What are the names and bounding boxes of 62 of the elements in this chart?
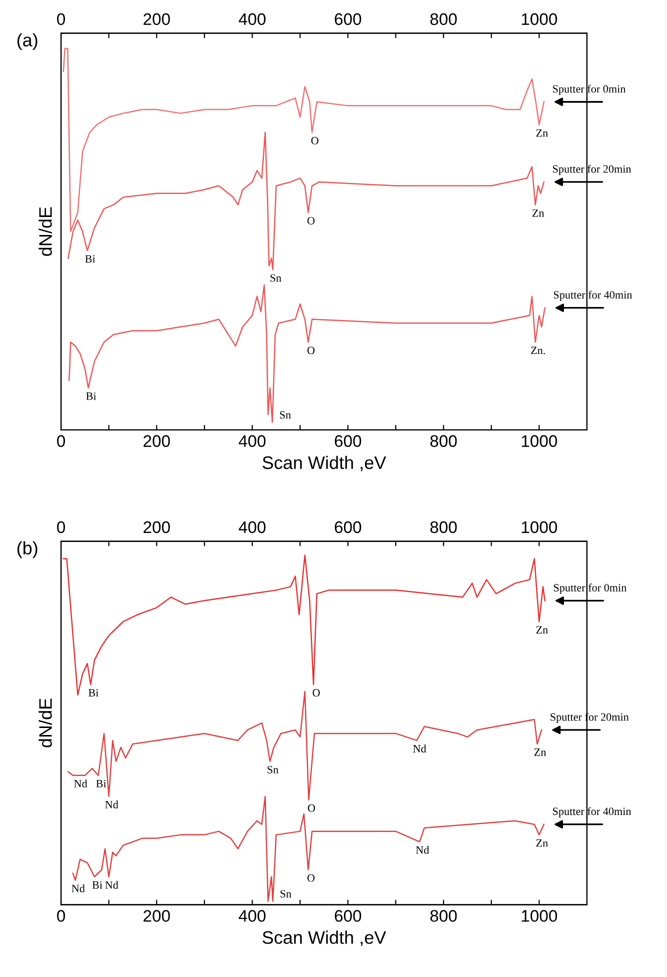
chart-title: (b) — [17, 541, 38, 558]
x2-tick-label: 1000 — [522, 521, 558, 534]
x-tick-label: 0 — [57, 910, 66, 922]
x2-tick-label: 800 — [430, 521, 457, 534]
annotation: Nd — [105, 800, 118, 808]
annotation: O — [308, 804, 316, 812]
annotation: Sn — [280, 890, 292, 898]
annotation: Zn — [534, 748, 546, 756]
annotation: O — [307, 874, 315, 882]
x2-tick-label: 400 — [238, 13, 266, 26]
annotation: Bi — [88, 689, 98, 696]
annotation: Sn — [268, 766, 278, 774]
x2-tick-label: 600 — [334, 13, 362, 26]
x-axis-title: Scan Width ,eV — [262, 456, 386, 472]
annotation: Nd — [416, 846, 430, 854]
annotation: Zn — [536, 626, 548, 634]
annotation: Zn — [536, 839, 548, 847]
annotation: O — [311, 136, 318, 144]
x-tick-label: 200 — [144, 910, 170, 922]
x-tick-label: 200 — [144, 435, 170, 447]
annotation: Sputter for 0min — [554, 584, 626, 594]
annotation: Bi — [96, 780, 106, 788]
annotation: Nd — [72, 884, 85, 892]
x2-tick-label: 400 — [238, 521, 266, 534]
x-tick-label: 0 — [57, 435, 66, 447]
annotation: Sputter for 40min — [554, 290, 632, 301]
x2-tick-label: 800 — [430, 13, 457, 26]
x2-tick-label: 200 — [144, 13, 170, 26]
x-tick-label: 400 — [238, 910, 266, 922]
annotation: Nd — [413, 744, 426, 752]
annotation: Zn — [532, 209, 544, 217]
x-axis-title: Scan Width ,eV — [262, 930, 386, 946]
annotation: Sn — [280, 411, 291, 419]
annotation: Zn. — [531, 346, 545, 354]
x-tick-label: 800 — [430, 910, 457, 922]
x2-tick-label: 0 — [57, 521, 66, 534]
annotation: Sputter for 0min — [553, 84, 626, 95]
annotation: O — [312, 689, 320, 697]
x-tick-label: 400 — [238, 435, 266, 447]
annotation: O — [307, 346, 315, 354]
x-tick-label: 1000 — [522, 435, 558, 447]
y-axis-title: dN/dE — [38, 698, 52, 748]
annotation: Bi — [92, 881, 102, 889]
x-tick-label: 600 — [334, 435, 362, 447]
x2-tick-label: 0 — [57, 13, 66, 26]
annotation: Nd — [74, 780, 88, 788]
x2-tick-label: 600 — [334, 521, 362, 534]
annotation: Zn — [536, 129, 548, 137]
annotation: Sputter for 40min — [553, 807, 632, 818]
annotation: Bi — [85, 255, 96, 263]
x2-tick-label: 200 — [144, 521, 170, 534]
annotation: Nd — [105, 880, 118, 889]
chart-title: (a) — [17, 33, 38, 50]
annotation: O — [307, 217, 315, 224]
annotation: Sn — [270, 274, 282, 282]
x-tick-label: 600 — [334, 910, 362, 922]
x-tick-label: 800 — [430, 435, 457, 447]
annotation: Bi — [86, 392, 96, 400]
y-axis-title: dN/dE — [38, 207, 52, 256]
x-tick-label: 1000 — [522, 910, 558, 922]
annotation: Sputter for 20min — [553, 164, 632, 176]
x2-tick-label: 1000 — [522, 13, 558, 26]
